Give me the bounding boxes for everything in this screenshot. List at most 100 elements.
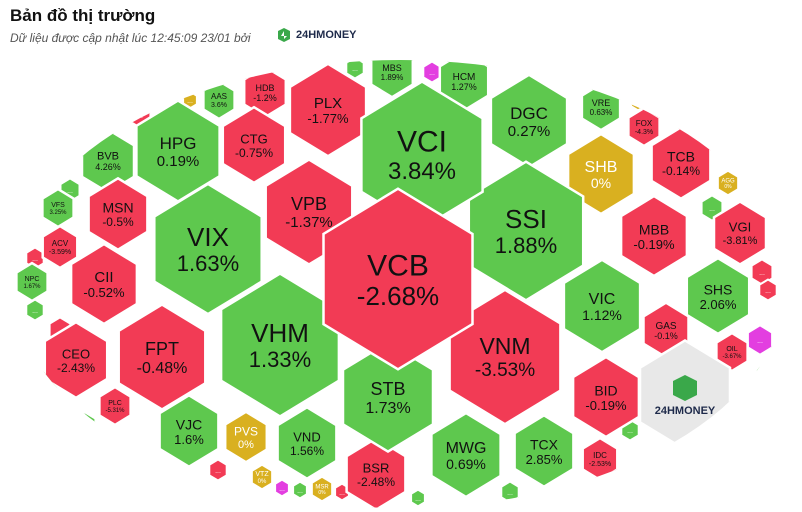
heatmap-cell-msn[interactable]: MSN-0.5% <box>87 176 149 252</box>
more-label: ... <box>635 100 641 107</box>
heatmap-cell-acv[interactable]: ACV-3.59% <box>41 224 79 270</box>
heatmap-cell-mbb[interactable]: MBB-0.19% <box>619 194 689 278</box>
heatmap-cell-fpt[interactable]: FPT-0.48% <box>117 303 207 411</box>
ticker-label: AGG <box>721 178 735 184</box>
heatmap-cell-cii[interactable]: CII-0.52% <box>69 242 139 326</box>
change-label: -3.67% <box>722 354 742 360</box>
cell-shape <box>158 393 220 469</box>
change-label: -1.77% <box>307 111 349 126</box>
ticker-label: PVS <box>234 425 258 439</box>
ticker-label: HCM <box>453 72 476 83</box>
cell-shape <box>292 480 308 500</box>
heatmap-cell-tcb[interactable]: TCB-0.14% <box>650 125 712 201</box>
heatmap-cell-plx[interactable]: PLX-1.77% <box>288 62 368 158</box>
more-label: ... <box>352 66 358 73</box>
change-label: 1.33% <box>249 347 311 372</box>
heatmap-cell-more[interactable]: ... <box>73 411 97 439</box>
heatmap-cell-more[interactable]: ... <box>345 58 365 80</box>
more-label: ... <box>709 206 715 213</box>
ticker-label: MSN <box>102 199 133 215</box>
change-label: -0.5% <box>102 215 134 229</box>
heatmap-cell-fox[interactable]: FOX-4.3% <box>627 106 661 148</box>
ticker-label: CTG <box>240 131 267 146</box>
cell-shape <box>288 62 368 158</box>
change-label: -1.37% <box>285 214 333 231</box>
cell-shape <box>758 278 778 302</box>
change-label: 0% <box>258 479 267 485</box>
heatmap-cell-plc[interactable]: PLC-5.31% <box>98 385 132 427</box>
change-label: -1.2% <box>253 93 277 103</box>
cell-shape <box>117 303 207 411</box>
heatmap-cell-more[interactable]: ... <box>630 92 646 112</box>
heatmap-cell-more[interactable]: ... <box>410 488 426 508</box>
ticker-label: AAS <box>211 92 227 101</box>
heatmap-cell-more[interactable]: ... <box>746 324 774 356</box>
cell-shape <box>69 242 139 326</box>
ticker-label: FOX <box>636 119 653 128</box>
heatmap-cell-idc[interactable]: IDC-2.53% <box>581 436 619 482</box>
brand-logo[interactable]: 24HMONEY <box>276 27 357 43</box>
change-label: -2.43% <box>57 361 95 375</box>
more-label: ... <box>67 188 73 195</box>
heatmap-cell-bsr[interactable]: BSR-2.48% <box>345 436 407 509</box>
update-info: Dữ liệu được cập nhật lúc 12:45:09 23/01… <box>10 31 251 45</box>
change-label: -3.81% <box>723 235 758 247</box>
heatmap-cell-more[interactable]: ... <box>500 480 520 504</box>
ticker-label: VPB <box>291 194 327 214</box>
more-label: ... <box>627 428 633 435</box>
ticker-label: VRE <box>592 98 611 108</box>
ticker-label: VND <box>293 429 320 444</box>
cell-shape <box>715 331 749 373</box>
heatmap-cell-more[interactable]: ... <box>208 458 228 482</box>
heatmap-cell-more[interactable]: ... <box>25 298 45 322</box>
change-label: 3.25% <box>49 210 67 216</box>
heatmap-cell-vcb[interactable]: VCB-2.68% <box>322 187 474 371</box>
change-label: 1.56% <box>290 444 324 458</box>
cell-shape <box>410 488 426 508</box>
change-label: -0.19% <box>633 237 675 252</box>
cell-shape <box>310 474 334 504</box>
ticker-label: CEO <box>62 346 90 361</box>
change-label: -2.68% <box>357 281 439 311</box>
brand-name: 24HMONEY <box>296 29 357 41</box>
change-label: 1.67% <box>23 284 41 290</box>
cell-shape <box>345 436 407 508</box>
heatmap-cell-bid[interactable]: BID-0.19% <box>571 355 641 439</box>
heatmap-cell-more[interactable]: ... <box>422 60 442 84</box>
heatmap-cell-oil[interactable]: OIL-3.67% <box>715 331 749 373</box>
heatmap-cell-more[interactable]: ... <box>292 480 308 500</box>
heatmap-cell-vgi[interactable]: VGI-3.81% <box>712 200 768 266</box>
heatmap-cell-vnm[interactable]: VNM-3.53% <box>448 288 562 426</box>
change-label: -0.19% <box>585 398 627 413</box>
heatmap-cell-ctg[interactable]: CTG-0.75% <box>221 105 287 185</box>
more-label: ... <box>415 496 421 503</box>
ticker-label: SHB <box>585 159 618 176</box>
heatmap-cell-more[interactable]: ... <box>758 278 778 302</box>
heatmap-cell-ceo[interactable]: CEO-2.43% <box>43 320 109 400</box>
change-label: -5.31% <box>105 408 125 414</box>
change-label: -0.52% <box>83 285 125 300</box>
more-label: ... <box>279 486 285 493</box>
heatmap-cell-more[interactable]: ... <box>755 361 779 389</box>
heatmap-cell-more[interactable]: ... <box>274 478 290 498</box>
